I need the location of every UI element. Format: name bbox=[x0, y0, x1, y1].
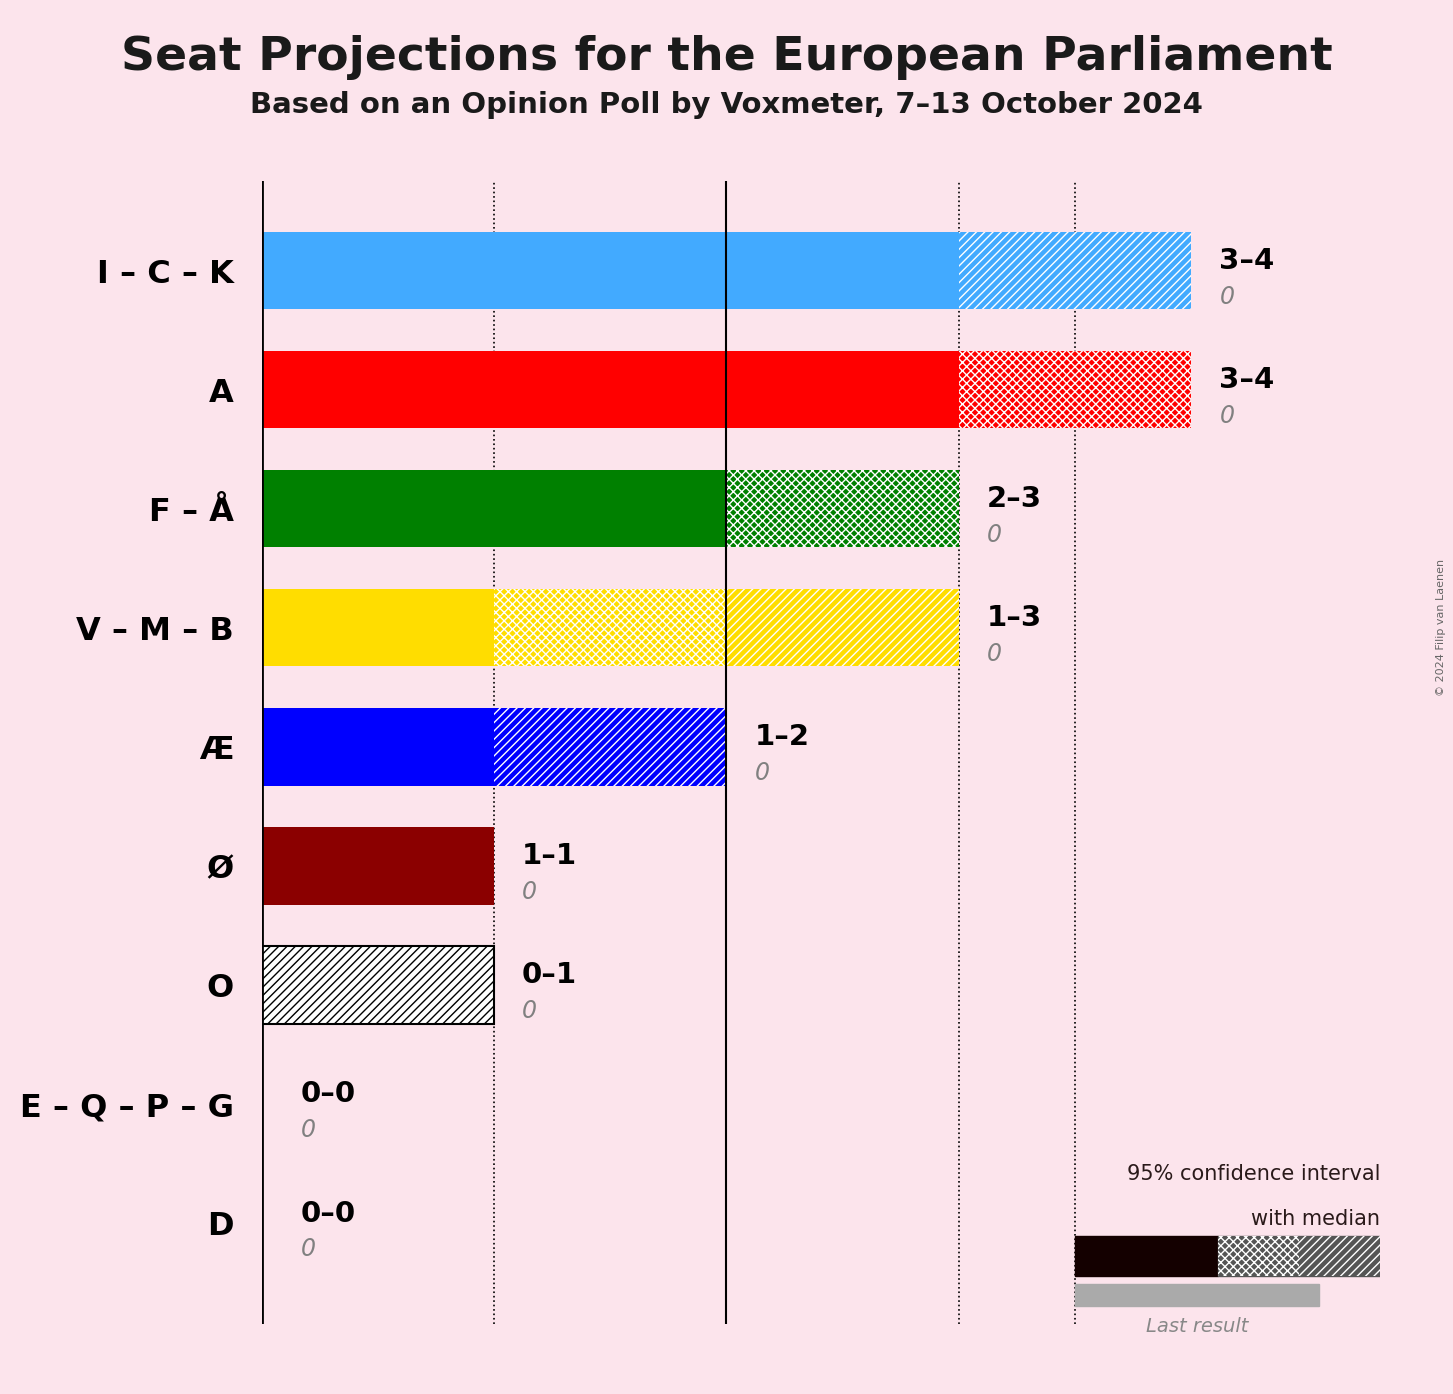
Text: © 2024 Filip van Laenen: © 2024 Filip van Laenen bbox=[1437, 559, 1446, 696]
Text: 0: 0 bbox=[301, 1118, 317, 1142]
Text: 0: 0 bbox=[522, 880, 538, 905]
Bar bbox=[726, 590, 959, 666]
Bar bbox=[262, 351, 959, 428]
Bar bbox=[494, 708, 726, 785]
Bar bbox=[1299, 1236, 1380, 1276]
Bar bbox=[494, 708, 726, 785]
Bar bbox=[1299, 1236, 1380, 1276]
Text: 0: 0 bbox=[754, 761, 770, 785]
Text: 2–3: 2–3 bbox=[987, 485, 1042, 513]
Bar bbox=[262, 827, 494, 905]
Text: 0: 0 bbox=[1219, 404, 1235, 428]
Bar bbox=[726, 470, 959, 548]
Text: with median: with median bbox=[1251, 1209, 1380, 1228]
Text: 0: 0 bbox=[522, 999, 538, 1023]
Text: 0–0: 0–0 bbox=[301, 1080, 356, 1108]
Text: 95% confidence interval: 95% confidence interval bbox=[1128, 1164, 1380, 1184]
Bar bbox=[262, 947, 494, 1023]
Bar bbox=[726, 590, 959, 666]
Text: 3–4: 3–4 bbox=[1219, 367, 1274, 395]
Bar bbox=[262, 947, 494, 1023]
Bar bbox=[1075, 1284, 1319, 1306]
Bar bbox=[959, 351, 1191, 428]
Bar bbox=[494, 590, 726, 666]
Bar bbox=[1075, 1236, 1218, 1276]
Bar bbox=[1218, 1236, 1299, 1276]
Text: 0–0: 0–0 bbox=[301, 1200, 356, 1228]
Bar bbox=[262, 231, 959, 309]
Text: 0: 0 bbox=[1219, 284, 1235, 308]
Bar bbox=[494, 590, 726, 666]
Bar bbox=[959, 351, 1191, 428]
Text: 1–3: 1–3 bbox=[987, 604, 1042, 633]
Bar bbox=[262, 470, 726, 548]
Text: Last result: Last result bbox=[1146, 1317, 1248, 1337]
Text: 0: 0 bbox=[301, 1238, 317, 1262]
Bar bbox=[262, 708, 494, 785]
Bar bbox=[262, 590, 494, 666]
Text: Based on an Opinion Poll by Voxmeter, 7–13 October 2024: Based on an Opinion Poll by Voxmeter, 7–… bbox=[250, 91, 1203, 118]
Text: 0–1: 0–1 bbox=[522, 962, 577, 990]
Bar bbox=[1218, 1236, 1299, 1276]
Bar bbox=[959, 231, 1191, 309]
Bar bbox=[726, 470, 959, 548]
Text: 1–2: 1–2 bbox=[754, 723, 809, 751]
Text: 0: 0 bbox=[987, 523, 1003, 546]
Text: Seat Projections for the European Parliament: Seat Projections for the European Parlia… bbox=[121, 35, 1332, 79]
Text: 3–4: 3–4 bbox=[1219, 247, 1274, 275]
Bar bbox=[959, 231, 1191, 309]
Text: 1–1: 1–1 bbox=[522, 842, 577, 870]
Text: 0: 0 bbox=[987, 641, 1003, 666]
